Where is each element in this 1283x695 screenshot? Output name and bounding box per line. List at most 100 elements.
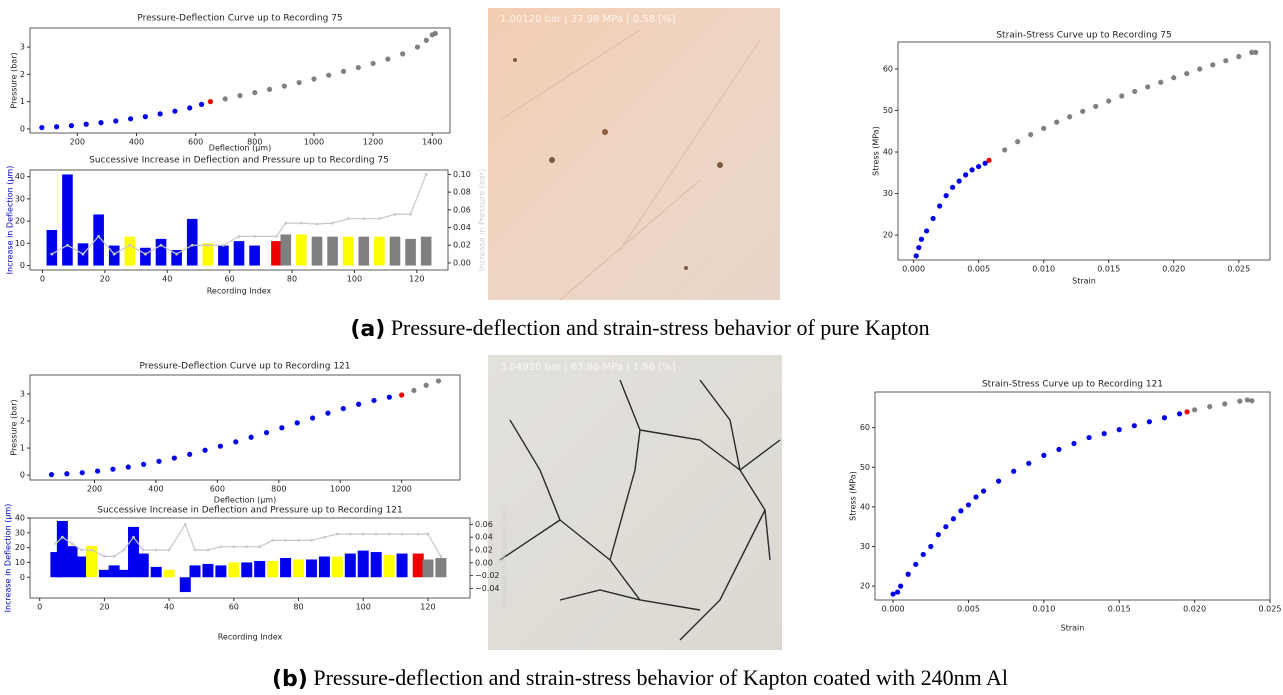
point	[127, 116, 134, 122]
point	[1132, 88, 1138, 95]
y-tick-label: 60	[860, 423, 870, 432]
pressure-point	[258, 545, 262, 549]
y2-tick-label: 0.00	[453, 258, 471, 267]
point	[340, 405, 346, 412]
point	[279, 425, 285, 431]
point	[1119, 93, 1125, 99]
x-axis-label: Recording Index	[218, 633, 283, 642]
bar	[280, 558, 292, 578]
bar	[98, 569, 110, 578]
x-tick-label: 0.020	[1162, 265, 1185, 274]
point	[1071, 440, 1077, 447]
point	[296, 79, 302, 86]
x-tick-label: 1200	[363, 138, 383, 147]
bar	[412, 553, 424, 578]
point	[1146, 419, 1152, 425]
y-tick-label: 0	[20, 261, 25, 270]
point	[1249, 398, 1255, 404]
pressure-point	[81, 252, 85, 256]
pressure-point	[154, 548, 158, 552]
pressure-point	[271, 539, 275, 542]
bar	[327, 236, 338, 266]
y-tick-label: 0	[20, 573, 25, 582]
y2-tick-label: 0.06	[475, 520, 493, 529]
pressure-point	[175, 252, 179, 256]
y-tick-label: 20	[883, 231, 893, 240]
x-tick-label: 200	[87, 485, 102, 494]
pressure-point	[190, 243, 194, 247]
pressure-point	[232, 545, 236, 549]
x-tick-label: 120	[420, 603, 435, 612]
bar	[422, 559, 434, 578]
y-tick-label: 3	[20, 389, 25, 398]
point	[79, 470, 85, 476]
y-tick-label: 60	[883, 64, 893, 73]
bar	[93, 214, 104, 266]
y-tick-label: 1	[20, 444, 25, 453]
point	[913, 253, 919, 259]
pressure-point	[310, 539, 313, 542]
point	[172, 108, 178, 114]
plot-frame	[897, 41, 1271, 261]
pressure-point	[245, 545, 249, 549]
pressure-point	[103, 555, 106, 558]
y-tick-label: 30	[15, 528, 25, 537]
pressure-point	[70, 542, 74, 545]
point	[1028, 131, 1034, 138]
pressure-point	[193, 548, 197, 552]
bar	[66, 546, 78, 578]
point	[916, 244, 922, 251]
chart: Strain-Stress Curve up to Recording 75 St…	[872, 31, 1271, 286]
x-axis-label: Strain	[1061, 624, 1085, 633]
x-tick-label: 60	[225, 275, 235, 284]
bar	[357, 550, 369, 578]
pressure-point	[80, 548, 84, 552]
point	[1041, 452, 1047, 458]
bar	[150, 566, 162, 578]
bar	[186, 218, 198, 266]
y-tick-label: 40	[15, 172, 25, 181]
point	[423, 382, 429, 388]
x-tick-label: 1200	[391, 485, 411, 494]
x-tick-label: 400	[129, 138, 144, 147]
pressure-point	[253, 234, 256, 238]
bar	[267, 560, 279, 578]
point	[432, 30, 438, 37]
y-tick-label: 2	[20, 417, 25, 426]
y-tick-label: 50	[860, 463, 870, 472]
y-tick-label: 10	[15, 558, 25, 567]
y-axis-label: Increase in Deflection (µm)	[6, 166, 15, 275]
point	[248, 434, 254, 440]
x-tick-label: 200	[70, 138, 85, 147]
bar	[280, 234, 292, 266]
y2-tick-label: 0.06	[453, 205, 471, 214]
y-tick-label: 50	[883, 106, 893, 115]
pressure-point	[374, 532, 378, 536]
pressure-point	[416, 532, 420, 536]
bar	[344, 553, 356, 578]
x-tick-label: 40	[164, 603, 174, 612]
point	[935, 532, 941, 538]
bar	[318, 556, 330, 578]
bar	[189, 565, 201, 578]
bar	[370, 552, 382, 578]
x-tick-label: 60	[229, 603, 239, 612]
bar	[50, 552, 62, 578]
pressure-point	[112, 555, 116, 558]
point	[969, 167, 975, 173]
bar	[118, 569, 130, 578]
pressure-point	[167, 548, 171, 552]
point	[370, 60, 376, 67]
bar	[108, 245, 120, 266]
point	[198, 101, 205, 107]
pressure-line	[55, 523, 442, 558]
point	[386, 394, 392, 400]
point	[400, 51, 406, 57]
pressure-point	[90, 548, 93, 552]
pressure-point	[348, 532, 352, 536]
point	[233, 439, 239, 445]
point	[1093, 103, 1099, 109]
pressure-point	[400, 532, 404, 536]
point	[156, 458, 162, 464]
